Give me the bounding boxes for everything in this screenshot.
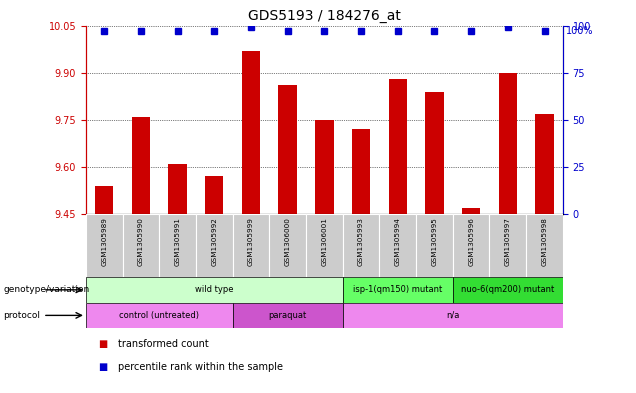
Bar	[416, 214, 453, 277]
Text: GSM1306000: GSM1306000	[285, 217, 291, 266]
Text: ■: ■	[99, 339, 108, 349]
Text: GSM1305990: GSM1305990	[138, 217, 144, 266]
Text: GSM1305996: GSM1305996	[468, 217, 474, 266]
Bar	[453, 277, 563, 303]
Bar	[536, 114, 554, 214]
Text: GSM1305989: GSM1305989	[101, 217, 107, 266]
Bar	[315, 120, 333, 214]
Text: GSM1305997: GSM1305997	[505, 217, 511, 266]
Bar	[490, 214, 526, 277]
Text: ■: ■	[99, 362, 108, 373]
Text: GSM1305992: GSM1305992	[211, 217, 218, 266]
Bar	[242, 51, 260, 214]
Bar	[269, 214, 306, 277]
Text: n/a: n/a	[446, 311, 459, 320]
Text: 100%: 100%	[566, 26, 593, 35]
Text: GSM1306001: GSM1306001	[321, 217, 328, 266]
Bar	[169, 164, 187, 214]
Text: paraquat: paraquat	[268, 311, 307, 320]
Text: GSM1305998: GSM1305998	[541, 217, 548, 266]
Text: wild type: wild type	[195, 285, 233, 294]
Text: genotype/variation: genotype/variation	[3, 285, 90, 294]
Bar	[499, 73, 517, 214]
Bar	[86, 303, 233, 328]
Text: GSM1305993: GSM1305993	[358, 217, 364, 266]
Text: GSM1305994: GSM1305994	[395, 217, 401, 266]
Bar	[123, 214, 159, 277]
Text: GSM1305995: GSM1305995	[431, 217, 438, 266]
Bar	[95, 186, 113, 214]
Bar	[279, 85, 297, 214]
Text: control (untreated): control (untreated)	[119, 311, 199, 320]
Bar	[389, 79, 407, 214]
Text: isp-1(qm150) mutant: isp-1(qm150) mutant	[353, 285, 443, 294]
Bar	[233, 214, 269, 277]
Bar	[526, 214, 563, 277]
Bar	[462, 208, 480, 214]
Text: protocol: protocol	[3, 311, 40, 320]
Bar	[196, 214, 233, 277]
Bar	[343, 303, 563, 328]
Text: GSM1305999: GSM1305999	[248, 217, 254, 266]
Bar	[453, 214, 490, 277]
Bar	[425, 92, 444, 214]
Bar	[380, 214, 416, 277]
Bar	[343, 214, 380, 277]
Text: transformed count: transformed count	[118, 339, 209, 349]
Text: nuo-6(qm200) mutant: nuo-6(qm200) mutant	[461, 285, 555, 294]
Bar	[306, 214, 343, 277]
Bar	[352, 129, 370, 214]
Bar	[159, 214, 196, 277]
Bar	[132, 117, 150, 214]
Bar	[86, 214, 123, 277]
Bar	[343, 277, 453, 303]
Bar	[233, 303, 343, 328]
Text: GSM1305991: GSM1305991	[175, 217, 181, 266]
Bar	[205, 176, 223, 214]
Bar	[86, 277, 343, 303]
Title: GDS5193 / 184276_at: GDS5193 / 184276_at	[248, 9, 401, 23]
Text: percentile rank within the sample: percentile rank within the sample	[118, 362, 282, 373]
